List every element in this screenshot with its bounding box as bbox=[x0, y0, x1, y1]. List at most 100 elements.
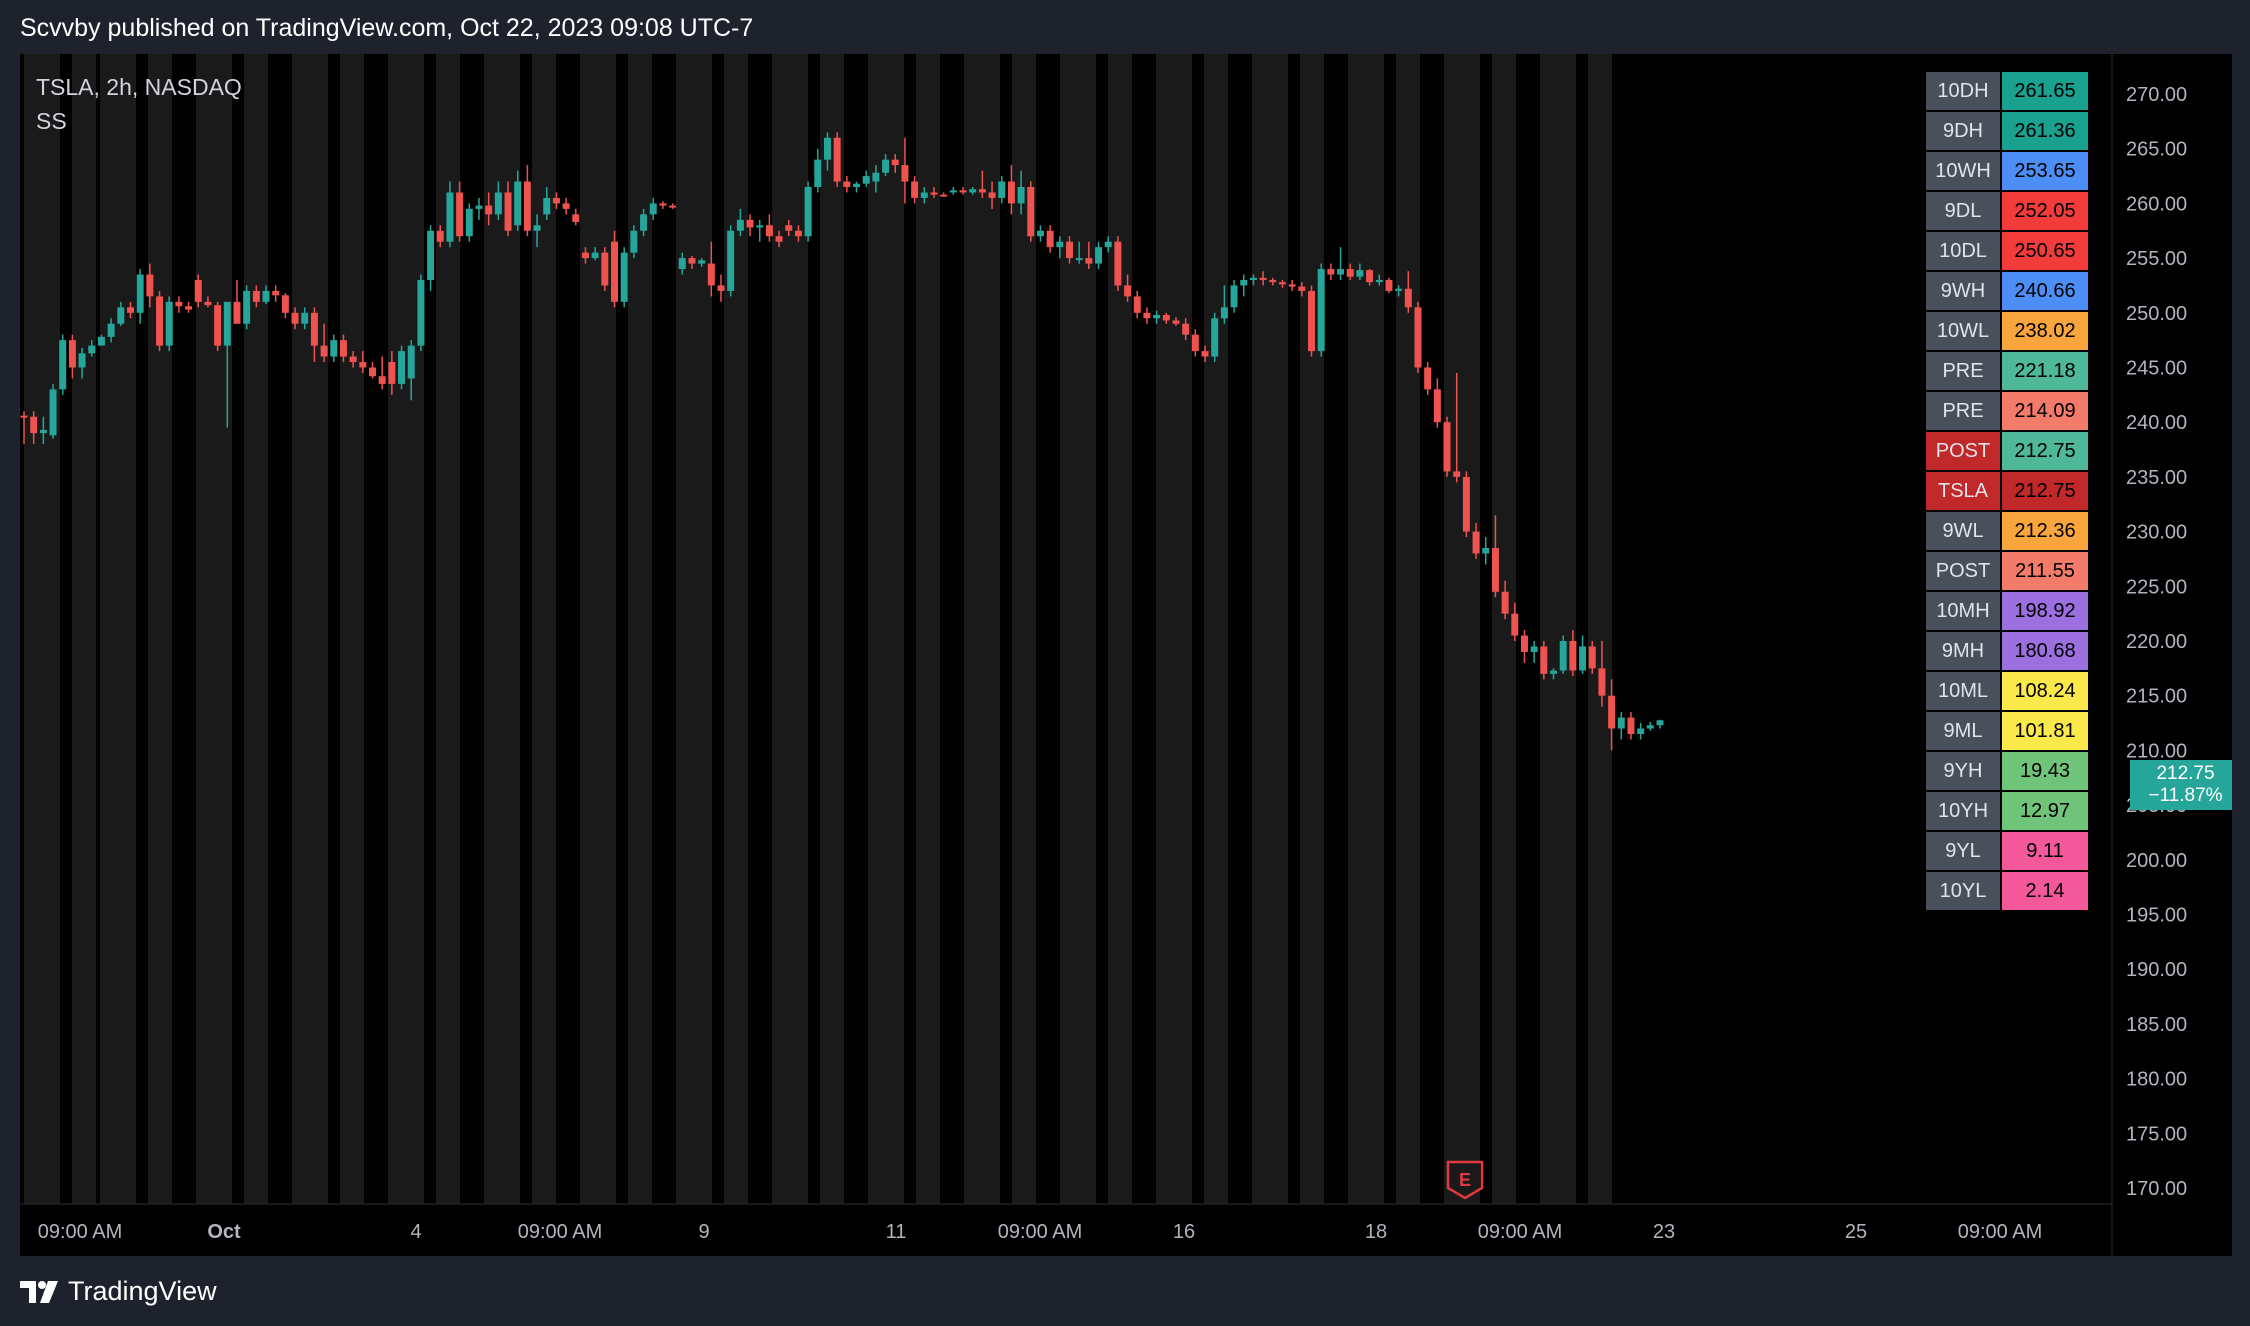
candle-body bbox=[88, 345, 96, 354]
session-band bbox=[1588, 54, 1612, 1204]
candle-body bbox=[436, 230, 444, 242]
session-band bbox=[868, 54, 904, 1204]
candle-body bbox=[843, 181, 851, 187]
price-tick-label: 270.00 bbox=[2126, 84, 2187, 106]
candle-body bbox=[727, 230, 735, 291]
candle-body bbox=[359, 362, 367, 368]
candle-body bbox=[949, 190, 957, 193]
candle-body bbox=[465, 208, 473, 237]
candle-body bbox=[1085, 258, 1093, 264]
level-value: 214.09 bbox=[2002, 392, 2088, 430]
candle-body bbox=[659, 203, 667, 206]
candle-body bbox=[1559, 641, 1567, 671]
candle-body bbox=[1114, 241, 1122, 286]
candle-body bbox=[1511, 613, 1519, 636]
candle-body bbox=[1162, 314, 1170, 321]
candle-body bbox=[1056, 241, 1064, 248]
time-tick-label: 4 bbox=[410, 1221, 421, 1243]
candle-body bbox=[339, 340, 347, 357]
session-band bbox=[1348, 54, 1384, 1204]
candle-body bbox=[911, 181, 919, 198]
tradingview-logo[interactable]: TradingView bbox=[20, 1276, 217, 1307]
candle-body bbox=[185, 306, 193, 310]
candle-body bbox=[640, 214, 648, 231]
candle-body bbox=[1414, 307, 1422, 368]
candle-body bbox=[1482, 548, 1490, 554]
price-tick-label: 170.00 bbox=[2126, 1178, 2187, 1200]
level-label: POST bbox=[1926, 432, 2000, 470]
price-tick-label: 200.00 bbox=[2126, 850, 2187, 872]
candle-body bbox=[1385, 279, 1393, 291]
candle-body bbox=[1211, 318, 1219, 357]
candle-body bbox=[49, 389, 57, 436]
time-tick-label: 18 bbox=[1365, 1221, 1387, 1243]
candle-body bbox=[736, 219, 744, 231]
candle-body bbox=[1066, 241, 1073, 259]
symbol-legend[interactable]: TSLA, 2h, NASDAQ SS bbox=[36, 70, 242, 138]
level-value: 212.75 bbox=[2002, 472, 2088, 510]
price-tick-label: 225.00 bbox=[2126, 576, 2187, 598]
candle-body bbox=[775, 236, 783, 242]
candle-body bbox=[262, 290, 270, 302]
candle-body bbox=[707, 263, 715, 286]
candle-body bbox=[920, 192, 928, 198]
candlestick-chart[interactable]: 270.00 265.00 260.00 255.00 250.00 245.00 240.… bbox=[20, 54, 2232, 1256]
candle-body bbox=[872, 172, 880, 182]
time-tick-label: 09:00 AM bbox=[1478, 1221, 1563, 1243]
candle-body bbox=[1298, 286, 1306, 291]
candle-body bbox=[1443, 422, 1451, 472]
candle-body bbox=[78, 353, 86, 368]
candle-body bbox=[620, 252, 628, 302]
symbol-title: TSLA, 2h, NASDAQ bbox=[36, 74, 242, 100]
indicator-name: SS bbox=[36, 108, 67, 134]
candle-body bbox=[1579, 646, 1587, 671]
level-label: 10YH bbox=[1926, 792, 2000, 830]
candle-body bbox=[1278, 282, 1286, 285]
earnings-marker-shape bbox=[1446, 1160, 1484, 1200]
level-label: 9WH bbox=[1926, 272, 2000, 310]
candle-body bbox=[959, 190, 967, 193]
candle-body bbox=[601, 252, 609, 286]
candle-body bbox=[156, 296, 164, 346]
session-band bbox=[676, 54, 712, 1204]
earnings-marker[interactable]: E bbox=[1446, 1160, 1484, 1200]
candle-body bbox=[552, 197, 560, 204]
candle-body bbox=[1153, 314, 1161, 319]
candle-body bbox=[717, 285, 725, 291]
candle-body bbox=[369, 367, 376, 377]
session-band bbox=[724, 54, 748, 1204]
time-tick-label: 23 bbox=[1653, 1221, 1675, 1243]
candle-body bbox=[1317, 269, 1325, 352]
candle-body bbox=[407, 345, 415, 379]
candle-body bbox=[1308, 290, 1315, 352]
candle-body bbox=[814, 159, 822, 187]
candle-body bbox=[698, 260, 706, 264]
candle-body bbox=[785, 225, 793, 231]
candle-body bbox=[291, 312, 299, 324]
time-tick-label: 09:00 AM bbox=[998, 1221, 1083, 1243]
candle-body bbox=[1104, 241, 1112, 248]
candle-body bbox=[272, 290, 280, 296]
time-tick-label: 09:00 AM bbox=[518, 1221, 603, 1243]
time-axis[interactable]: 09:00 AM Oct 4 09:00 AM 9 11 09:00 AM 16 18 09:00… bbox=[38, 1221, 2043, 1243]
price-tick-label: 180.00 bbox=[2126, 1069, 2187, 1091]
price-tick-label: 195.00 bbox=[2126, 905, 2187, 927]
candle-body bbox=[1201, 351, 1209, 357]
candle-body bbox=[301, 312, 309, 324]
level-label: 9DH bbox=[1926, 112, 2000, 150]
candle-body bbox=[1027, 186, 1035, 237]
candle-body bbox=[1491, 548, 1499, 592]
level-label: TSLA bbox=[1926, 472, 2000, 510]
candle-body bbox=[1550, 670, 1557, 674]
price-axis[interactable]: 270.00 265.00 260.00 255.00 250.00 245.00 240.… bbox=[2126, 84, 2187, 1200]
session-band bbox=[1012, 54, 1036, 1204]
level-value: 12.97 bbox=[2002, 792, 2088, 830]
price-tick-label: 175.00 bbox=[2126, 1123, 2187, 1145]
price-tick-label: 220.00 bbox=[2126, 631, 2187, 653]
chart-area[interactable]: 270.00 265.00 260.00 255.00 250.00 245.00 240.… bbox=[20, 54, 2232, 1256]
candle-body bbox=[1346, 269, 1354, 277]
level-value: 198.92 bbox=[2002, 592, 2088, 630]
candle-body bbox=[214, 305, 222, 346]
candle-body bbox=[136, 274, 144, 313]
session-band bbox=[244, 54, 268, 1204]
